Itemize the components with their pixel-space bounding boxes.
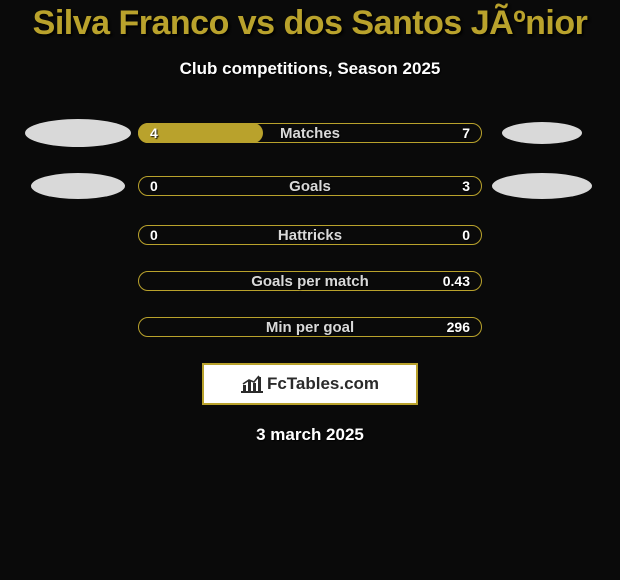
stat-label: Min per goal <box>138 317 482 337</box>
stat-row: Min per goal 296 <box>0 317 620 337</box>
stat-value-right: 296 <box>447 317 470 337</box>
brand-badge: FcTables.com <box>202 363 418 405</box>
left-side <box>18 119 138 147</box>
right-side <box>482 173 602 199</box>
stat-bar: 0 Goals 3 <box>138 176 482 196</box>
stat-label: Hattricks <box>138 225 482 245</box>
stat-value-right: 0.43 <box>443 271 470 291</box>
bar-chart-icon <box>241 375 263 393</box>
player-ellipse-left <box>31 173 125 199</box>
stat-row: 4 Matches 7 <box>0 119 620 147</box>
stat-row: 0 Hattricks 0 <box>0 225 620 245</box>
subtitle: Club competitions, Season 2025 <box>0 59 620 79</box>
comparison-card: Silva Franco vs dos Santos JÃºnior Club … <box>0 0 620 445</box>
stat-row: Goals per match 0.43 <box>0 271 620 291</box>
player-ellipse-right <box>492 173 592 199</box>
stat-row: 0 Goals 3 <box>0 173 620 199</box>
stat-value-right: 3 <box>462 176 470 196</box>
stat-value-right: 7 <box>462 123 470 143</box>
stat-label: Matches <box>138 123 482 143</box>
page-title: Silva Franco vs dos Santos JÃºnior <box>0 4 620 43</box>
stat-bar: Min per goal 296 <box>138 317 482 337</box>
stat-bar: 0 Hattricks 0 <box>138 225 482 245</box>
left-side <box>18 173 138 199</box>
player-ellipse-right <box>502 122 582 144</box>
right-side <box>482 122 602 144</box>
stat-label: Goals per match <box>138 271 482 291</box>
stat-label: Goals <box>138 176 482 196</box>
date-text: 3 march 2025 <box>0 425 620 445</box>
stat-bar: 4 Matches 7 <box>138 123 482 143</box>
stats-list: 4 Matches 7 0 Goals 3 <box>0 119 620 337</box>
stat-value-right: 0 <box>462 225 470 245</box>
player-ellipse-left <box>25 119 131 147</box>
brand-text: FcTables.com <box>267 374 379 394</box>
stat-bar: Goals per match 0.43 <box>138 271 482 291</box>
